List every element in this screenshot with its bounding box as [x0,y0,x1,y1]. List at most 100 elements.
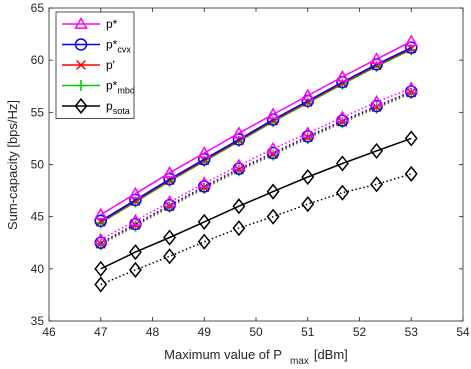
legend-entry-4: psota [62,97,130,116]
series-0-point [300,88,315,101]
dotted-series-4-point [197,233,211,250]
legend-entry-3: p*mbd [62,79,135,96]
series-0-point [197,146,212,158]
series-0-line [100,40,412,216]
legend-label: psota [106,99,130,116]
y-axis-label: Sum-capacity [bps/Hz] [5,100,20,230]
dotted-series-4-line [100,173,412,286]
legend-label-sub: cvx [117,45,131,55]
series-0-point [335,69,350,82]
series-4-point [404,130,418,147]
dotted-series-4-point [301,196,315,213]
legend-entry-0: p* [62,16,118,31]
dotted-series-0-point [404,81,419,94]
dotted-series-4-point [266,208,280,225]
dotted-series-4 [94,165,418,293]
series-1-line [100,46,412,222]
legend-entry-2: p' [62,58,115,72]
series-0-point [369,52,384,64]
dotted-series-4-point [94,276,108,293]
series-4-point [266,183,280,200]
series-0-point [404,34,419,47]
dotted-series-4-point [232,220,246,237]
series-0 [93,34,419,220]
series-0-point [266,107,280,120]
legend-swatch-marker [74,16,88,29]
series-4-point [128,244,142,261]
series-0-point [162,165,177,178]
series-4-point [163,229,177,246]
legend-swatch-marker [76,60,86,70]
x-tick-label: 49 [198,325,212,339]
y-tick-label: 35 [31,314,45,328]
y-tick-label: 55 [31,105,45,119]
x-tick-label: 48 [146,325,160,339]
legend-label: p* [106,17,118,31]
dotted-series-0-point [300,126,315,139]
y-tick-label: 60 [31,53,45,67]
series-layer [93,34,419,293]
series-1-point [94,214,107,228]
dotted-series-0-point [266,141,280,154]
legend-label: p' [106,58,115,72]
dotted-series-4-point [404,165,418,182]
series-4-point [301,168,315,186]
dotted-series-0-point [369,94,384,107]
legend-label-main: p [106,99,113,113]
dotted-series-0-point [93,232,108,245]
series-4-point [232,198,246,215]
axes-layer: 46 47 48 49 50 51 52 53 54 35 40 45 50 55 60 65 [31,1,470,339]
dotted-series-4-point [128,261,142,278]
dotted-series-0-point [232,158,246,171]
legend-label: p*mbd [106,79,135,96]
legend-label-sub: sota [113,106,130,116]
x-tick-label: 52 [353,325,367,339]
dotted-series-0-point [162,195,177,207]
legend-label-main: p* [106,38,118,52]
dotted-series-0 [93,81,419,245]
legend-swatch-marker [74,38,88,51]
dotted-series-1-line [100,90,412,244]
legend-swatch-marker [75,80,87,91]
dotted-series-3-line [100,92,412,246]
x-tick-label: 46 [42,325,56,339]
y-tick-label: 50 [31,158,45,172]
series-3-line [100,49,412,224]
x-tick-label: 50 [249,325,263,339]
x-axis-label: Maximum value of P max [dBm] [164,347,348,367]
series-0-point [232,126,246,139]
series-4-point [335,155,349,172]
legend-swatch-marker [74,97,88,115]
series-2-line [100,48,412,223]
x-axis-label-unit: [dBm] [314,347,348,362]
x-tick-label: 47 [94,325,108,339]
x-tick-label: 53 [405,325,419,339]
series-4 [94,130,418,277]
x-tick-label: 51 [301,325,315,339]
legend-label-main: p* [106,79,118,93]
x-axis-label-sub: max [290,356,309,367]
series-0-point [93,207,108,220]
y-tick-label: 65 [31,1,45,15]
legend-label-main: p' [106,58,115,72]
dotted-series-0-point [335,110,350,123]
dotted-series-4-point [370,176,384,193]
dotted-series-0-point [197,176,212,189]
y-tick-label: 40 [31,262,45,276]
legend-entry-1: p*cvx [62,38,131,55]
legend-label: p*cvx [106,38,131,55]
dotted-series-4-point [335,184,349,201]
dotted-series-0-point [128,213,143,226]
series-4-line [100,137,412,270]
dotted-series-2-line [100,91,412,245]
series-4-point [370,142,384,160]
series-0-point [128,186,143,199]
series-4-point [94,260,108,277]
legend-label-sub: mbd [117,86,135,96]
x-tick-label: 54 [456,325,470,339]
series-4-point [197,213,211,230]
legend-label-main: p* [106,17,118,31]
dotted-series-4-point [163,248,177,265]
